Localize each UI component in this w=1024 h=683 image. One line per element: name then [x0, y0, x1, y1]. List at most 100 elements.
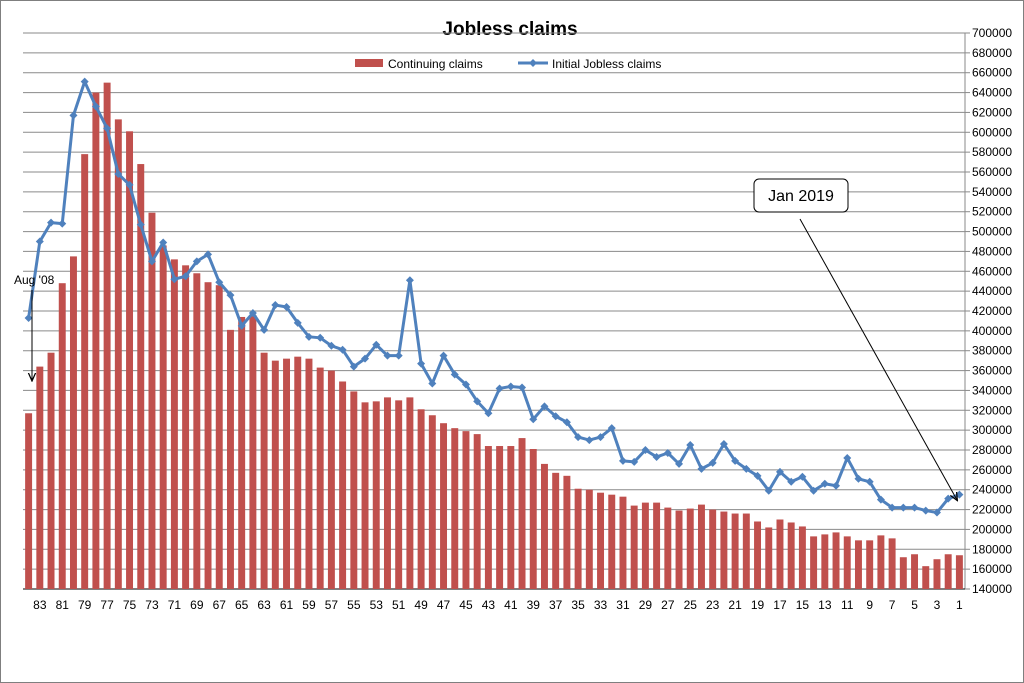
bar-continuing-claims: [361, 402, 369, 589]
point-initial-jobless-claims: [888, 503, 897, 512]
point-initial-jobless-claims: [753, 471, 762, 480]
x-tick-label: 11: [841, 598, 854, 612]
y-tick-label: 420000: [972, 304, 1012, 318]
bar-continuing-claims: [720, 511, 728, 589]
point-initial-jobless-claims: [147, 257, 156, 266]
point-initial-jobless-claims: [417, 359, 426, 368]
point-initial-jobless-claims: [383, 351, 392, 360]
y-tick-label: 340000: [972, 383, 1012, 397]
bar-continuing-claims: [686, 508, 694, 589]
bar-continuing-claims: [406, 397, 414, 589]
x-tick-label: 31: [616, 598, 630, 612]
annotation-arrow-jan-2019: [799, 218, 957, 501]
point-initial-jobless-claims: [271, 301, 280, 310]
bar-continuing-claims: [496, 446, 504, 589]
bar-continuing-claims: [81, 154, 89, 589]
x-tick-label: 23: [706, 598, 720, 612]
point-initial-jobless-claims: [551, 412, 560, 421]
annotations: Aug '08 Jan 2019: [14, 178, 957, 501]
y-tick-label: 460000: [972, 264, 1012, 278]
point-initial-jobless-claims: [450, 370, 459, 379]
point-initial-jobless-claims: [181, 272, 190, 281]
x-tick-label: 45: [459, 598, 473, 612]
bar-continuing-claims: [798, 526, 806, 589]
point-initial-jobless-claims: [529, 415, 538, 424]
bar-continuing-claims: [529, 449, 537, 589]
x-tick-label: 55: [347, 598, 361, 612]
point-initial-jobless-claims: [24, 313, 33, 322]
point-initial-jobless-claims: [192, 257, 201, 266]
y-tick-label: 300000: [972, 423, 1012, 437]
x-tick-label: 83: [33, 598, 47, 612]
point-initial-jobless-claims: [439, 351, 448, 360]
point-initial-jobless-claims: [159, 238, 168, 247]
x-tick-label: 9: [866, 598, 873, 612]
point-initial-jobless-claims: [876, 495, 885, 504]
bar-continuing-claims: [821, 534, 829, 589]
point-initial-jobless-claims: [518, 383, 527, 392]
point-initial-jobless-claims: [506, 382, 515, 391]
bar-continuing-claims: [350, 391, 358, 589]
point-initial-jobless-claims: [865, 477, 874, 486]
y-tick-label: 440000: [972, 284, 1012, 298]
point-initial-jobless-claims: [226, 291, 235, 300]
x-tick-label: 3: [934, 598, 941, 612]
point-initial-jobless-claims: [35, 237, 44, 246]
bar-continuing-claims: [585, 489, 593, 589]
bar-continuing-claims: [316, 367, 324, 589]
bar-continuing-claims: [765, 527, 773, 589]
y-tick-label: 360000: [972, 364, 1012, 378]
x-tick-label: 21: [728, 598, 742, 612]
point-initial-jobless-claims: [910, 503, 919, 512]
point-initial-jobless-claims: [473, 397, 482, 406]
annotation-box-jan-2019: [753, 178, 849, 213]
bar-continuing-claims: [215, 285, 223, 589]
bar-continuing-claims: [653, 502, 661, 589]
bar-continuing-claims: [484, 446, 492, 589]
x-tick-label: 33: [594, 598, 608, 612]
point-initial-jobless-claims: [574, 433, 583, 442]
bar-continuing-claims: [305, 358, 313, 589]
point-initial-jobless-claims: [114, 169, 123, 178]
bar-continuing-claims: [754, 521, 762, 589]
point-initial-jobless-claims: [843, 453, 852, 462]
point-initial-jobless-claims: [338, 345, 347, 354]
point-initial-jobless-claims: [731, 456, 740, 465]
point-initial-jobless-claims: [80, 77, 89, 86]
point-initial-jobless-claims: [719, 440, 728, 449]
x-tick-label: 13: [818, 598, 832, 612]
chart-title: Jobless claims: [442, 19, 577, 40]
point-initial-jobless-claims: [932, 508, 941, 517]
bar-continuing-claims: [843, 536, 851, 589]
bar-continuing-claims: [854, 540, 862, 589]
bar-continuing-claims: [92, 92, 100, 590]
x-tick-label: 37: [549, 598, 563, 612]
bar-continuing-claims: [742, 513, 750, 589]
bar-continuing-claims: [58, 283, 66, 589]
x-tick-label: 25: [684, 598, 698, 612]
point-initial-jobless-claims: [47, 218, 56, 227]
point-initial-jobless-claims: [585, 436, 594, 445]
point-initial-jobless-claims: [125, 180, 134, 189]
bar-continuing-claims: [619, 496, 627, 589]
x-tick-label: 41: [504, 598, 518, 612]
line-series-initial: [24, 77, 964, 517]
x-tick-label: 81: [56, 598, 70, 612]
point-initial-jobless-claims: [316, 333, 325, 342]
bar-continuing-claims: [417, 409, 425, 589]
point-initial-jobless-claims: [282, 303, 291, 312]
bar-continuing-claims: [249, 314, 257, 589]
x-tick-label: 77: [100, 598, 114, 612]
point-initial-jobless-claims: [540, 402, 549, 411]
bar-series-continuing: [25, 82, 963, 590]
x-tick-label: 51: [392, 598, 406, 612]
point-initial-jobless-claims: [630, 457, 639, 466]
y-tick-label: 500000: [972, 225, 1012, 239]
point-initial-jobless-claims: [304, 332, 313, 341]
bar-continuing-claims: [630, 505, 638, 589]
x-tick-label: 65: [235, 598, 249, 612]
x-axis-tick-labels: 83 81 79 77 75 73 71 69 67 65 63 61 59 57 55 53 51 49 47 45…: [33, 598, 963, 612]
point-initial-jobless-claims: [327, 341, 336, 350]
bar-continuing-claims: [866, 540, 874, 589]
